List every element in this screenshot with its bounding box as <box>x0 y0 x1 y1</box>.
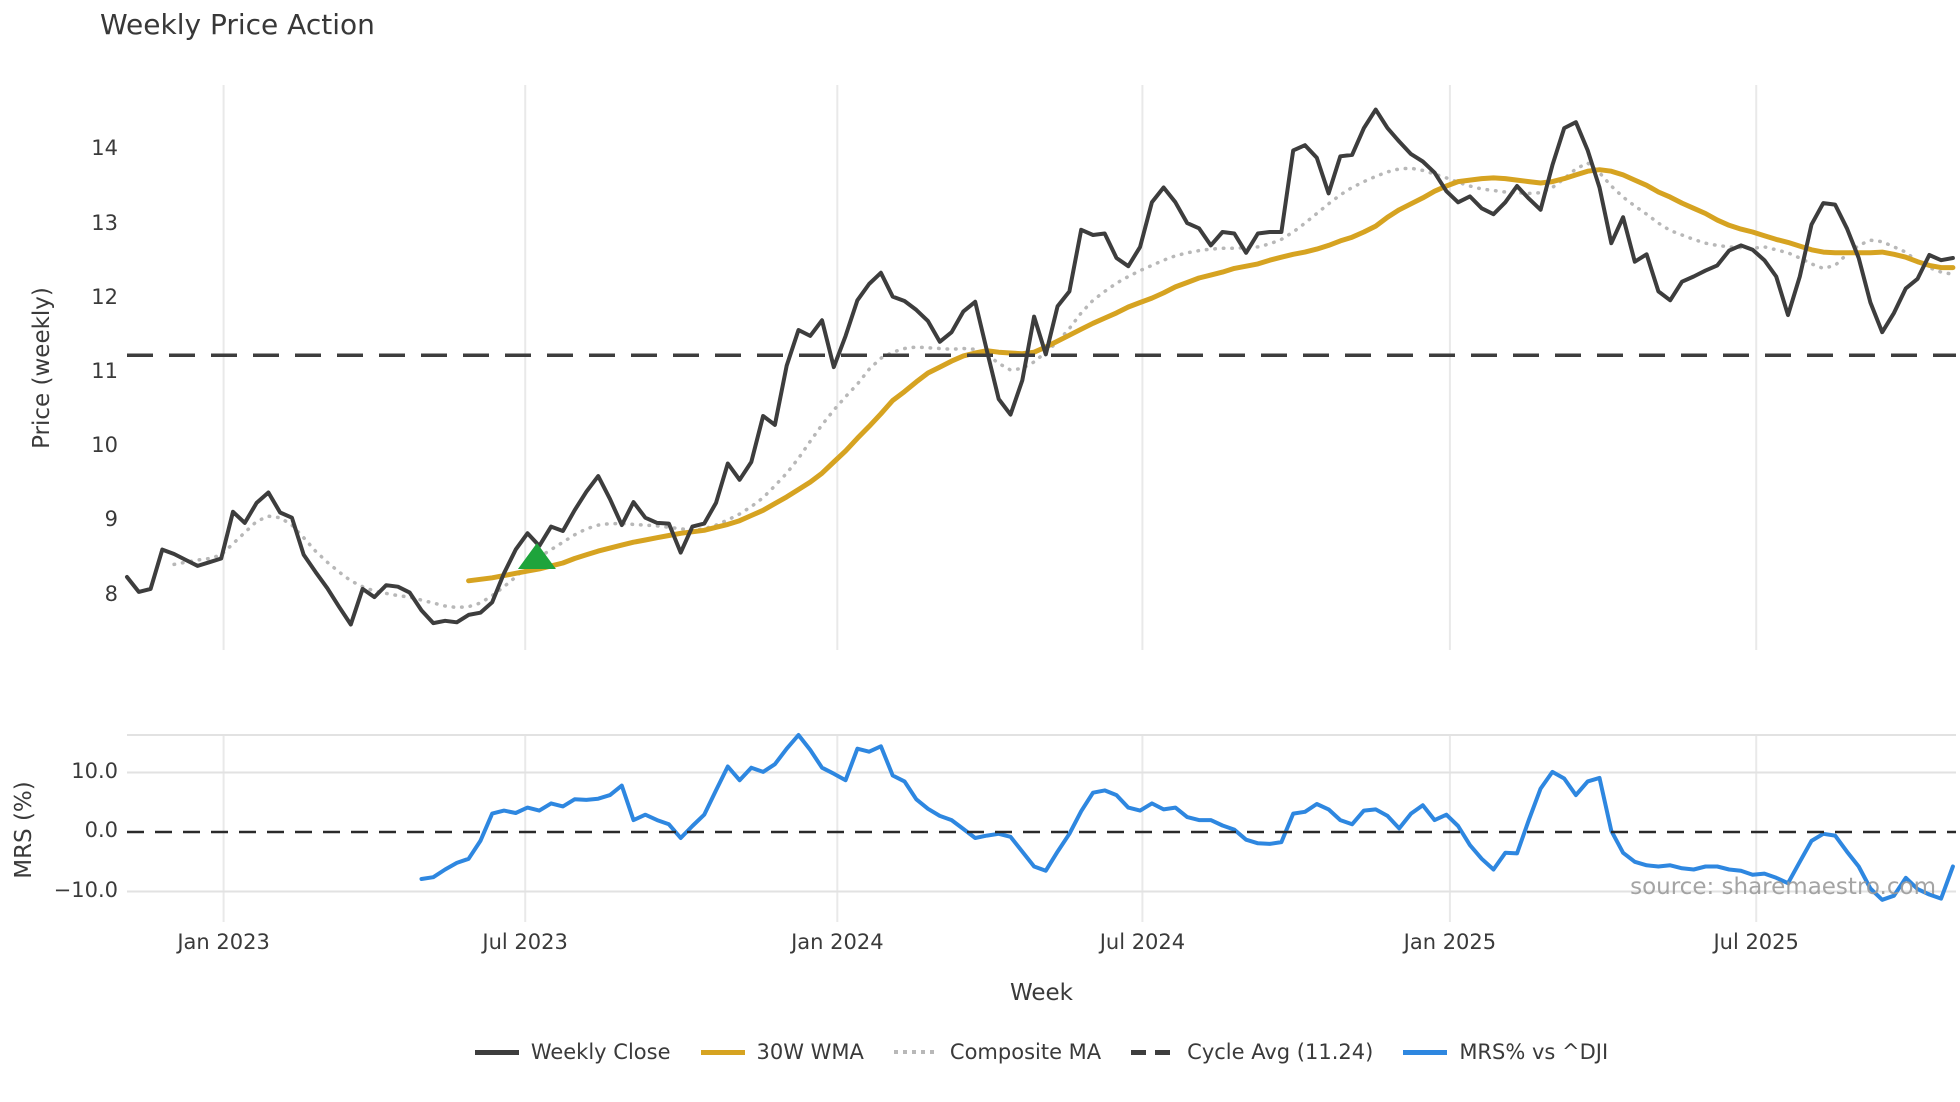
chart-title: Weekly Price Action <box>100 8 375 41</box>
legend-label: Composite MA <box>949 1040 1102 1064</box>
legend-item: MRS% vs ^DJI <box>1403 1040 1608 1064</box>
chart-legend: Weekly Close 30W WMA Composite MA Cycle Avg… <box>127 1040 1956 1064</box>
composite-ma-line <box>172 161 1955 610</box>
price-tick-label: 10 <box>91 433 118 458</box>
legend-swatch-dashed <box>1131 1049 1176 1055</box>
x-tick-label: Jul 2023 <box>482 930 568 954</box>
mrs-tick-label: 0.0 <box>84 818 118 842</box>
x-tick-label: Jul 2024 <box>1099 930 1186 954</box>
price-tick-label: 8 <box>104 581 118 606</box>
x-tick-label: Jul 2025 <box>1713 930 1799 954</box>
mrs-axis-label: MRS (%) <box>11 781 37 879</box>
price-tick-label: 12 <box>91 284 118 309</box>
legend-swatch-solid <box>700 1049 745 1055</box>
legend-item: Cycle Avg (11.24) <box>1131 1040 1373 1064</box>
mrs-tick-label: 10.0 <box>71 758 118 783</box>
source-watermark: source: sharemaestro.com <box>1630 874 1936 900</box>
legend-item: Weekly Close <box>474 1040 671 1064</box>
mrs-line <box>419 733 1955 902</box>
legend-label: Weekly Close <box>530 1040 671 1064</box>
price-tick-label: 9 <box>104 507 118 532</box>
weekly-close-line <box>125 107 1955 627</box>
price-tick-label: 13 <box>91 210 118 235</box>
legend-swatch-solid <box>1403 1049 1448 1055</box>
x-tick-label: Jan 2024 <box>791 930 884 954</box>
price-tick-label: 11 <box>91 359 118 383</box>
legend-label: Cycle Avg (11.24) <box>1187 1040 1374 1064</box>
legend-swatch-solid <box>474 1049 519 1055</box>
x-tick-label: Jan 2025 <box>1403 930 1497 954</box>
legend-label: MRS% vs ^DJI <box>1459 1040 1609 1064</box>
price-tick-label: 14 <box>91 136 118 161</box>
legend-item: 30W WMA <box>700 1040 864 1064</box>
wma-line <box>466 167 1956 584</box>
mrs-tick-label: −10.0 <box>53 877 118 902</box>
x-tick-label: Jan 2023 <box>177 930 270 954</box>
x-axis-label: Week <box>1009 980 1073 1006</box>
legend-item: Composite MA <box>893 1040 1102 1064</box>
legend-swatch-dotted <box>893 1050 938 1054</box>
legend-label: 30W WMA <box>756 1040 864 1064</box>
signal-triangle-marker <box>517 543 556 570</box>
